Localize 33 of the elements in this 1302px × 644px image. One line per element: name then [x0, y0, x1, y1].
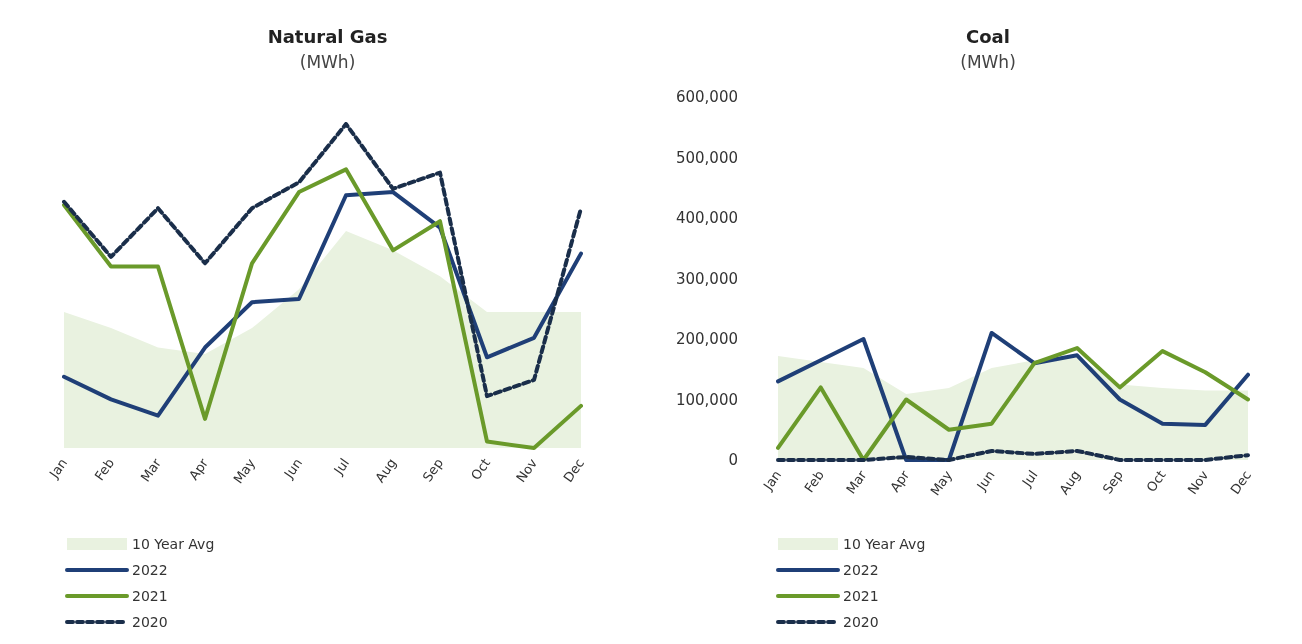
- legend-label: 2020: [132, 614, 168, 630]
- legend-label: 2022: [843, 562, 879, 578]
- x-tick-label: Sep: [1099, 467, 1126, 497]
- x-tick-label: Jan: [759, 467, 785, 494]
- x-tick-label: Feb: [801, 467, 827, 496]
- y-tick-label: 300,000: [675, 269, 738, 288]
- y-tick-label: 200,000: [675, 330, 738, 348]
- legend-label: 10 Year Avg: [843, 536, 926, 552]
- x-tick-label: Apr: [887, 467, 913, 495]
- x-tick-label: Jun: [973, 467, 998, 494]
- y-tick-label: 400,000: [675, 209, 738, 227]
- chart-title: Natural Gas: [267, 25, 388, 47]
- y-tick-label: 100,000: [675, 390, 738, 409]
- x-tick-label: Jul: [330, 455, 353, 478]
- chart-subtitle: (MWh): [960, 51, 1016, 72]
- legend-label: 2021: [843, 588, 879, 604]
- legend-label: 2022: [132, 562, 168, 578]
- legend-label: 10 Year Avg: [132, 536, 215, 552]
- y-tick-label: 0: [728, 451, 738, 469]
- chart-subtitle: (MWh): [299, 51, 356, 72]
- chart-title: Coal: [966, 25, 1010, 47]
- x-tick-label: Jul: [1018, 467, 1041, 490]
- y-tick-label: 500,000: [675, 148, 738, 167]
- x-tick-label: Jun: [280, 455, 306, 482]
- legend-label: 2020: [843, 614, 879, 630]
- y-tick-label: 600,000: [675, 88, 738, 106]
- x-tick-label: Jan: [45, 455, 71, 482]
- x-tick-label: Feb: [91, 455, 118, 484]
- line-series: [776, 448, 1250, 462]
- legend-label: 2021: [132, 588, 168, 604]
- x-tick-label: Oct: [467, 455, 494, 483]
- x-tick-label: Sep: [419, 455, 447, 485]
- x-tick-label: Oct: [1143, 467, 1169, 495]
